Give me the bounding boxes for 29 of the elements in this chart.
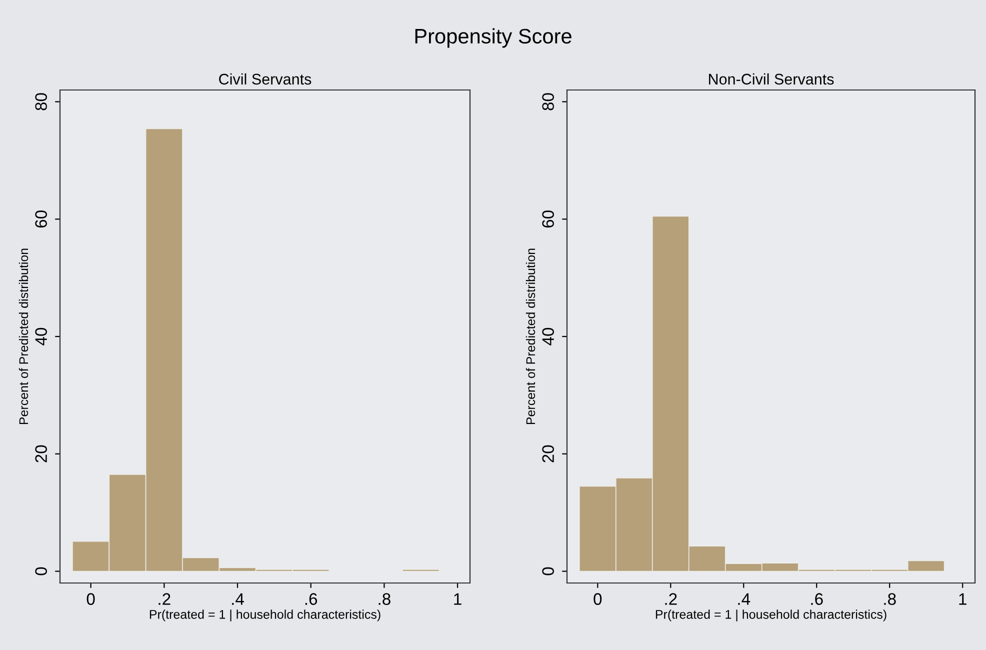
x-tick-label: .2 (158, 593, 170, 605)
y-tick-label: 40 (35, 328, 47, 346)
text: Propensity Score (415, 28, 572, 48)
y-tick-label: 80 (542, 93, 554, 110)
x-axis-title: Pr(treated = 1 | household characteristics) (150, 610, 380, 622)
x-tick-label: .6 (811, 593, 823, 605)
x-tick-label: 0 (594, 593, 602, 605)
x-tick-label: .2 (665, 593, 677, 605)
x-tick-label: 1 (454, 593, 462, 605)
y-tick-label: 20 (35, 445, 47, 462)
chart-title: Civil Servants (219, 73, 312, 85)
y-tick-label: 60 (542, 210, 554, 228)
chart-title: Non-Civil Servants (709, 73, 834, 85)
x-tick-label: .6 (305, 593, 318, 605)
y-tick-label: 40 (542, 328, 554, 346)
y-tick-label: 60 (35, 210, 47, 228)
x-tick-label: .4 (738, 593, 750, 605)
y-axis-title: Percent of Predicted distribution (526, 248, 536, 424)
x-axis-title: Pr(treated = 1 | household characteristics) (656, 610, 886, 622)
y-axis-title: Percent of Predicted distribution (18, 248, 28, 424)
x-tick-label: 0 (86, 593, 95, 605)
y-tick-label: 0 (35, 567, 47, 576)
y-tick-label: 0 (542, 567, 554, 576)
x-tick-label: .8 (884, 593, 896, 605)
y-tick-label: 20 (542, 445, 554, 462)
x-tick-label: .8 (378, 593, 390, 605)
y-tick-label: 80 (35, 93, 47, 110)
x-tick-label: .4 (232, 593, 244, 605)
x-tick-label: 1 (959, 593, 966, 605)
